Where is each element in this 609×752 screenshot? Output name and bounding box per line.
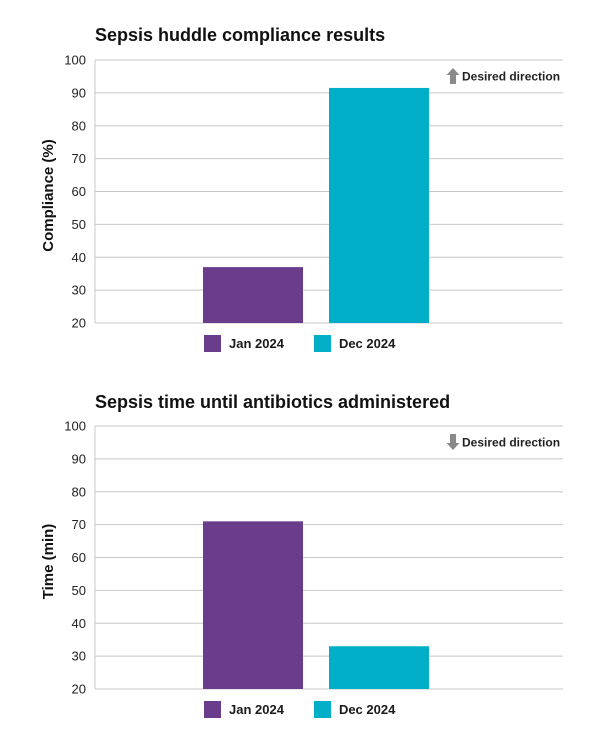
legend-label: Jan 2024 [229, 336, 284, 351]
legend: Jan 2024 Dec 2024 [204, 335, 425, 352]
y-tick-label: 60 [72, 184, 86, 199]
bar-dec-2024 [329, 646, 429, 689]
desired-direction-label: Desired direction [462, 70, 560, 84]
legend: Jan 2024 Dec 2024 [204, 701, 425, 718]
legend-item-jan: Jan 2024 [204, 335, 284, 352]
y-axis-label: Compliance (%) [40, 139, 57, 252]
legend-label: Dec 2024 [338, 702, 396, 717]
legend-swatch-dec [313, 335, 331, 352]
antibiotics-time-chart: Sepsis time until antibiotics administer… [0, 366, 609, 752]
bar-jan-2024 [203, 267, 303, 323]
antibiotics-plot: 20 30 40 50 60 70 80 90 100 Time (min) Desired dir… [40, 419, 563, 697]
legend-label: Jan 2024 [229, 702, 284, 717]
y-tick-label: 70 [72, 151, 86, 166]
y-tick-label: 80 [72, 118, 86, 133]
bar-dec-2024 [329, 87, 429, 323]
desired-direction-label: Desired direction [462, 436, 560, 450]
chart-title: Sepsis time until antibiotics administer… [95, 392, 451, 412]
y-tick-label: 100 [64, 419, 86, 434]
bar-jan-2024 [203, 521, 303, 689]
y-tick-label: 30 [72, 649, 86, 664]
chart-title: Sepsis huddle compliance results [95, 25, 386, 45]
y-tick-label: 100 [64, 53, 86, 68]
down-arrow-icon [446, 434, 460, 450]
legend-item-dec: Dec 2024 [313, 701, 396, 718]
y-tick-label: 50 [72, 217, 86, 232]
y-tick-label: 40 [72, 616, 86, 631]
y-tick-label: 70 [72, 517, 86, 532]
legend-swatch-jan [204, 335, 221, 352]
compliance-plot: 20 30 40 50 60 70 80 90 100 Compliance (%) Desired… [40, 53, 563, 331]
y-tick-label: 80 [72, 484, 86, 499]
y-tick-label: 50 [72, 583, 86, 598]
y-tick-label: 40 [72, 250, 86, 265]
up-arrow-icon [446, 68, 460, 84]
y-tick-label: 90 [72, 451, 86, 466]
legend-swatch-dec [313, 701, 331, 718]
legend-label: Dec 2024 [338, 336, 396, 351]
y-tick-label: 90 [72, 85, 86, 100]
legend-item-jan: Jan 2024 [204, 701, 284, 718]
legend-swatch-jan [204, 701, 221, 718]
y-tick-label: 20 [72, 682, 86, 697]
y-axis-label: Time (min) [40, 524, 57, 600]
y-tick-label: 60 [72, 550, 86, 565]
y-tick-label: 30 [72, 283, 86, 298]
legend-item-dec: Dec 2024 [313, 335, 396, 352]
y-tick-label: 20 [72, 316, 86, 331]
compliance-chart: Sepsis huddle compliance results 20 30 40 5… [0, 0, 609, 370]
